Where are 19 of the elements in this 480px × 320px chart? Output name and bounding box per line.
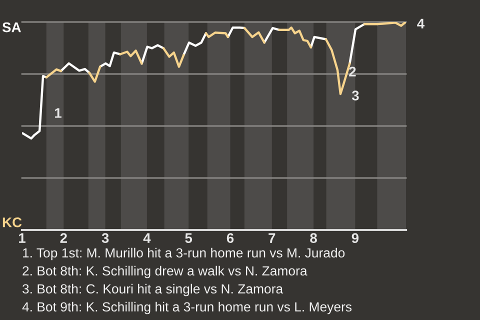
x-tick-label: 9 (352, 233, 359, 243)
annotation: 4 (417, 18, 425, 28)
x-tick-label: 2 (60, 233, 67, 243)
text: SA (2, 22, 21, 32)
x-tick-label: 8 (310, 233, 317, 243)
x-tick-label: 5 (185, 233, 192, 243)
annotation: 1 (55, 108, 62, 118)
text: 4. Bot 9th: K. Schilling hit a 3-run home run vs L. Meyers (22, 302, 352, 314)
annotation: 3 (352, 90, 359, 100)
text: 3. Bot 8th: C. Kouri hit a single vs N. Zamora (22, 284, 284, 296)
x-tick-label: 4 (143, 233, 151, 243)
annotation: 2 (349, 66, 356, 76)
x-tick-label: 1 (19, 233, 26, 243)
x-tick-label: 6 (226, 233, 234, 243)
text: 1. Top 1st: M. Murillo hit a 3-run home run vs M. Jurado (23, 248, 345, 260)
x-tick-label: 7 (268, 233, 276, 243)
x-tick-label: 3 (102, 233, 109, 243)
text: KC (2, 217, 22, 228)
text: 2. Bot 8th: K. Schilling drew a walk vs N. Zamora (22, 266, 308, 278)
